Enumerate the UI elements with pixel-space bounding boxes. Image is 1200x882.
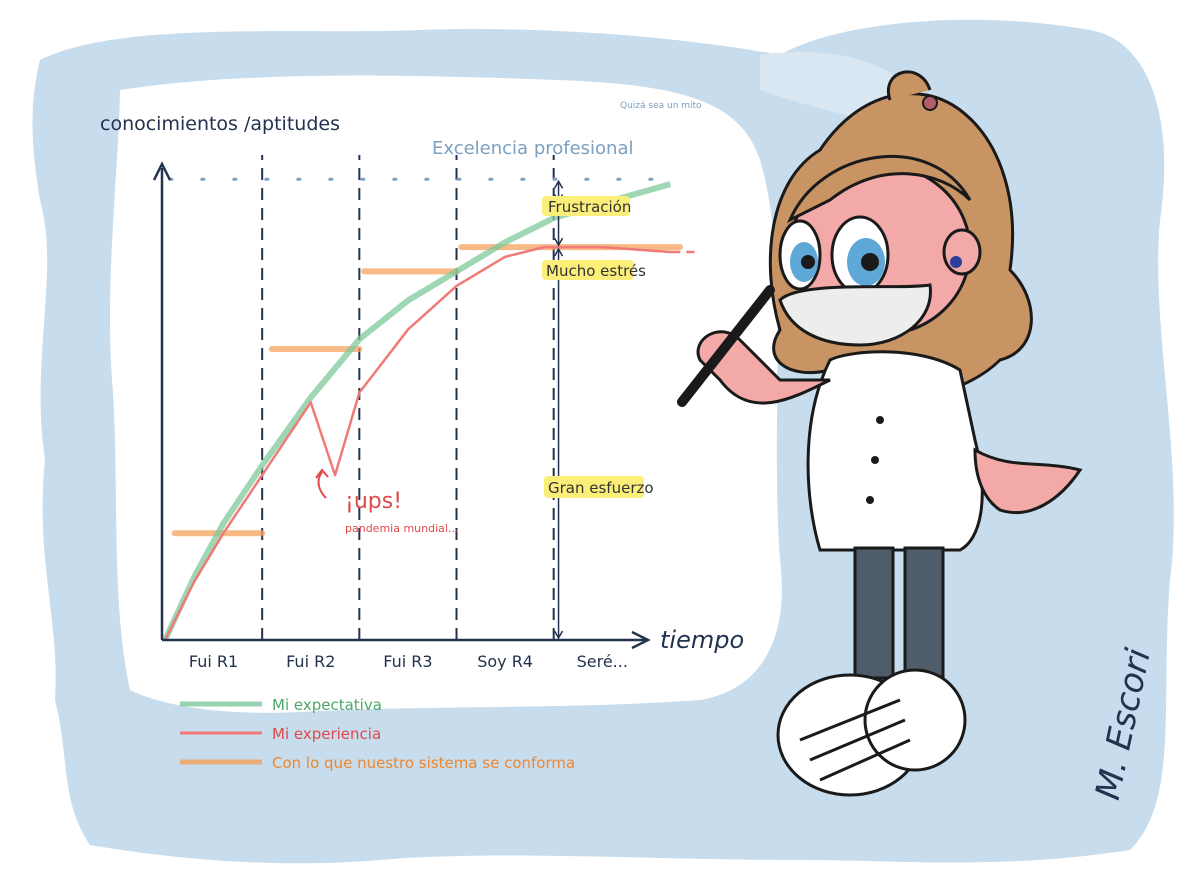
fringe (787, 155, 972, 224)
x-axis-arrow (631, 630, 651, 650)
bracket-arrowhead (553, 630, 564, 640)
x-tick-label: Fui R2 (286, 652, 335, 671)
frustration-highlight (542, 196, 630, 216)
legend-label-expectation: Mi expectativa (272, 696, 382, 714)
pen (677, 285, 775, 407)
x-tick-label: Fui R1 (189, 652, 238, 671)
shoe-stripes (799, 698, 911, 782)
x-tick-label: Soy R4 (477, 652, 533, 671)
legend-label-system: Con lo que nuestro sistema se conforma (272, 754, 575, 772)
period-dividers (261, 155, 555, 640)
ear (942, 228, 982, 276)
x-tick-labels: Fui R1 Fui R2 Fui R3 Soy R4 Seré... (189, 652, 628, 671)
effort-label: Gran esfuerzo (548, 479, 654, 497)
earring (950, 256, 962, 268)
ponytail (886, 70, 932, 101)
effort-highlight (544, 476, 644, 498)
doctor-character (677, 70, 1083, 797)
x-tick-label: Seré... (577, 652, 628, 671)
ups-label: ¡ups! (345, 489, 402, 514)
stress-highlight (542, 260, 634, 280)
hair-tie (922, 95, 938, 111)
legend-label-experience: Mi experiencia (272, 725, 381, 743)
x-tick-label: Fui R3 (383, 652, 432, 671)
x-axis-label: tiempo (660, 626, 744, 654)
chart-area: Fui R1 Fui R2 Fui R3 Soy R4 Seré... conocimi… (100, 101, 744, 772)
bracket-arrowhead (553, 247, 564, 257)
left-leg (853, 546, 895, 680)
y-axis-label: conocimientos /aptitudes (100, 113, 340, 135)
left-pupil (801, 255, 815, 269)
ceiling-note: Quizá sea un mito (620, 101, 702, 111)
legend: Mi expectativa Mi experiencia Con lo que… (180, 696, 575, 772)
pandemic-label: pandemia mundial... (345, 522, 458, 535)
stress-label: Mucho estrés (546, 262, 646, 280)
frustration-label: Frustración (548, 198, 631, 216)
ups-arrow (317, 471, 327, 499)
coat-button (871, 456, 879, 464)
open-hand (973, 447, 1083, 515)
coat-button (876, 416, 884, 424)
ups-arrowhead (315, 468, 329, 479)
right-shoe (863, 668, 967, 772)
ceiling-label: Excelencia profesional (432, 138, 634, 159)
y-axis-arrow (152, 161, 172, 181)
bracket-arrowhead (553, 179, 564, 189)
experience-line (163, 245, 671, 641)
right-leg (903, 546, 945, 680)
right-pupil (861, 253, 879, 271)
coat-button (866, 496, 874, 504)
axes (152, 161, 651, 650)
face-mask (778, 283, 932, 347)
white-coat (806, 350, 984, 552)
bracket-arrowhead (553, 237, 564, 247)
